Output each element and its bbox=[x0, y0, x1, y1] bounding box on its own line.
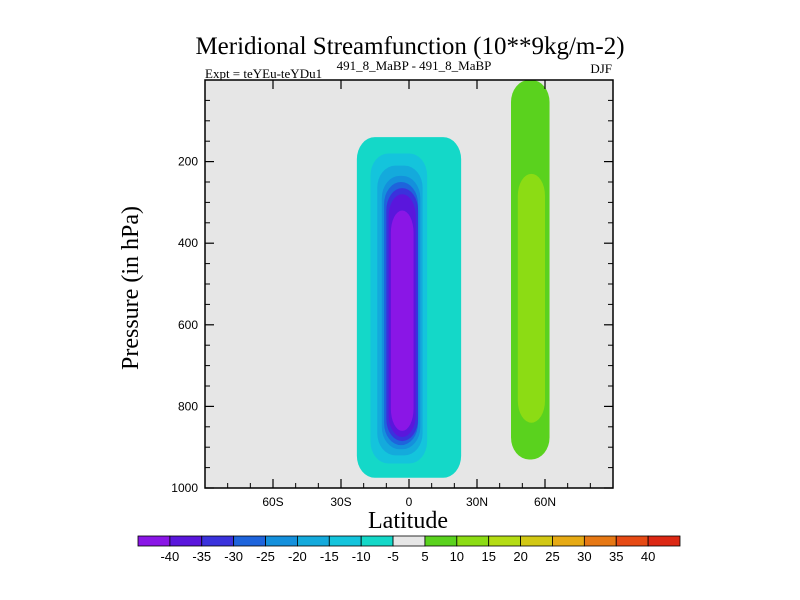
colorbar-swatch bbox=[233, 535, 266, 547]
x-tick-label: 30N bbox=[466, 495, 488, 509]
colorbar-label: 15 bbox=[481, 549, 495, 564]
colorbar-label: -30 bbox=[224, 549, 243, 564]
x-tick-label: 30S bbox=[330, 495, 351, 509]
chart-title: Meridional Streamfunction (10**9kg/m-2) bbox=[195, 33, 624, 60]
colorbar-label: -35 bbox=[192, 549, 211, 564]
season-label: DJF bbox=[590, 61, 612, 76]
contour-neg-40 bbox=[390, 210, 414, 431]
colorbar-swatch bbox=[520, 535, 553, 547]
experiment-label: Expt = teYEu-teYDu1 bbox=[205, 66, 322, 81]
colorbar-swatch bbox=[424, 535, 458, 547]
axis-ticks: 60S 30S 0 30N 60N 200 400 600 800 1000 bbox=[171, 80, 613, 509]
y-tick-label: 800 bbox=[178, 399, 198, 413]
colorbar-label: -10 bbox=[352, 549, 371, 564]
colorbar-swatch bbox=[137, 535, 171, 547]
colorbar-swatch bbox=[297, 535, 330, 547]
colorbar-label: 40 bbox=[641, 549, 655, 564]
colorbar-label: 5 bbox=[421, 549, 428, 564]
colorbar-swatch bbox=[265, 535, 298, 547]
subtitle-center: 491_8_MaBP - 491_8_MaBP bbox=[337, 58, 492, 73]
x-tick-label: 60S bbox=[262, 495, 283, 509]
colorbar-label: -20 bbox=[288, 549, 307, 564]
y-tick-label: 200 bbox=[178, 155, 198, 169]
colorbar-swatch bbox=[615, 535, 649, 547]
plot-area: 60S 30S 0 30N 60N 200 400 600 800 1000 bbox=[171, 79, 614, 509]
x-tick-label: 60N bbox=[534, 495, 556, 509]
colorbar-swatch bbox=[583, 535, 617, 547]
colorbar-swatch bbox=[647, 535, 681, 547]
y-tick-label: 400 bbox=[178, 236, 198, 250]
colorbar-label: 10 bbox=[450, 549, 464, 564]
colorbar-label: 30 bbox=[577, 549, 591, 564]
colorbar-swatch bbox=[201, 535, 235, 547]
y-axis-label: Pressure (in hPa) bbox=[118, 206, 144, 370]
colorbar-label: -15 bbox=[320, 549, 339, 564]
colorbar-swatch bbox=[360, 535, 394, 547]
contour-pos-10 bbox=[517, 173, 545, 423]
colorbar-label: -40 bbox=[160, 549, 179, 564]
colorbar-label: 20 bbox=[513, 549, 527, 564]
x-tick-label: 0 bbox=[406, 495, 413, 509]
colorbar-swatch bbox=[328, 535, 362, 547]
colorbar-label: -5 bbox=[387, 549, 399, 564]
colorbar-swatch bbox=[488, 535, 521, 547]
contour-layer bbox=[356, 80, 550, 478]
colorbar-label: 25 bbox=[545, 549, 559, 564]
colorbar-swatch bbox=[169, 535, 203, 547]
colorbar-label: -25 bbox=[256, 549, 275, 564]
y-tick-label: 1000 bbox=[171, 481, 198, 495]
colorbar: -40 -35 -30 -25 -20 -15 -10 -5 5 10 15 20 25 30 35 40 bbox=[137, 535, 681, 564]
colorbar-swatch bbox=[456, 535, 490, 547]
y-tick-label: 600 bbox=[178, 318, 198, 332]
colorbar-label: 35 bbox=[609, 549, 623, 564]
colorbar-swatch bbox=[392, 535, 426, 547]
colorbar-swatch bbox=[552, 535, 585, 547]
x-axis-label: Latitude bbox=[368, 508, 448, 534]
